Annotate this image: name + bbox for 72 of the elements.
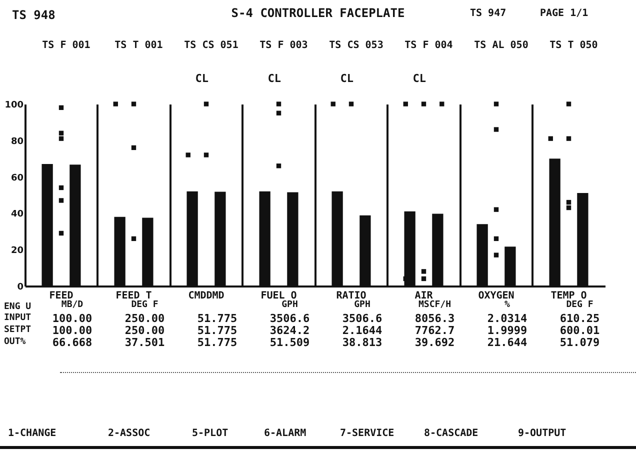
text: 3624.2 <box>270 324 310 337</box>
text: 21.644 <box>487 336 528 349</box>
text: TS CS 053 <box>329 40 384 51</box>
text: 7762.7 <box>414 324 455 337</box>
text: 8-CASCADE <box>424 428 478 439</box>
text: 2.1644 <box>342 324 382 337</box>
text: 2-ASSOC <box>108 428 150 439</box>
text: 9-OUTPUT <box>518 428 566 439</box>
text: TS F 001 <box>42 40 90 51</box>
y-tick-label: 20 <box>10 246 24 256</box>
text: OUT% <box>4 337 26 347</box>
x-tick-label: AIR <box>414 290 434 302</box>
text: 6-ALARM <box>264 428 306 439</box>
text: TS 947 <box>470 8 506 19</box>
text: TS AL 050 <box>474 40 528 51</box>
text: TS CS 051 <box>184 40 238 51</box>
x-tick-label: FUEL O <box>260 290 297 302</box>
text: 38.813 <box>342 336 382 349</box>
text: 100.00 <box>52 312 92 325</box>
text: DEG F <box>131 300 158 310</box>
y-tick-label: 80 <box>10 136 24 147</box>
text: 610.25 <box>560 312 600 325</box>
text: PAGE 1/1 <box>540 8 588 19</box>
y-tick-label: 0 <box>17 282 24 292</box>
text: 51.775 <box>197 312 238 325</box>
text: 66.668 <box>52 336 92 349</box>
x-tick-label: FEED <box>49 290 74 302</box>
text: TS F 003 <box>260 40 308 51</box>
text: 37.501 <box>124 336 165 349</box>
text: DEG F <box>566 300 594 310</box>
x-tick-label: TEMP O <box>550 290 587 302</box>
x-tick-label: RATIO <box>336 290 366 302</box>
text: 3506.6 <box>342 312 382 325</box>
text: MB/D <box>61 300 84 310</box>
text: CL <box>412 72 426 85</box>
text: 51.079 <box>560 336 600 349</box>
text: GPH <box>354 300 370 310</box>
text: 100.00 <box>52 324 92 337</box>
text: 7-SERVICE <box>340 428 394 439</box>
text: SETPT <box>4 325 32 335</box>
text: TS T 050 <box>550 40 598 51</box>
text: % <box>504 300 510 310</box>
text: CL <box>195 72 208 85</box>
x-tick-label: FEED T <box>116 290 152 302</box>
text: 1-CHANGE <box>8 428 56 439</box>
x-tick-label: CMDDMD <box>188 290 224 302</box>
y-tick-label: 100 <box>4 100 24 110</box>
text: 250.00 <box>124 324 165 337</box>
text: GPH <box>282 300 298 310</box>
text: 39.692 <box>414 336 455 349</box>
y-tick-label: 60 <box>10 173 24 184</box>
text: TS F 004 <box>404 40 453 51</box>
text: INPUT <box>4 313 32 323</box>
text: 5-PLOT <box>192 428 228 439</box>
text: 600.01 <box>560 324 600 337</box>
text: 8056.3 <box>414 312 455 325</box>
text: 1.9999 <box>487 324 528 337</box>
text: 3506.6 <box>270 312 310 325</box>
text: 2.0314 <box>487 312 528 325</box>
text: 51.775 <box>197 324 238 337</box>
y-tick-label: 40 <box>10 210 24 220</box>
text: 250.00 <box>124 312 165 325</box>
x-tick-label: OXYGEN <box>478 290 514 302</box>
text: ENG U <box>4 302 32 312</box>
text: 51.509 <box>270 336 310 349</box>
text: 51.775 <box>197 336 238 349</box>
text: CL <box>268 72 281 85</box>
chart-title: S-4 CONTROLLER FACEPLATE <box>231 6 405 20</box>
text: CL <box>340 72 354 85</box>
text: MSCF/H <box>418 300 452 310</box>
text: TS 948 <box>12 8 56 22</box>
text: TS T 001 <box>114 40 163 51</box>
